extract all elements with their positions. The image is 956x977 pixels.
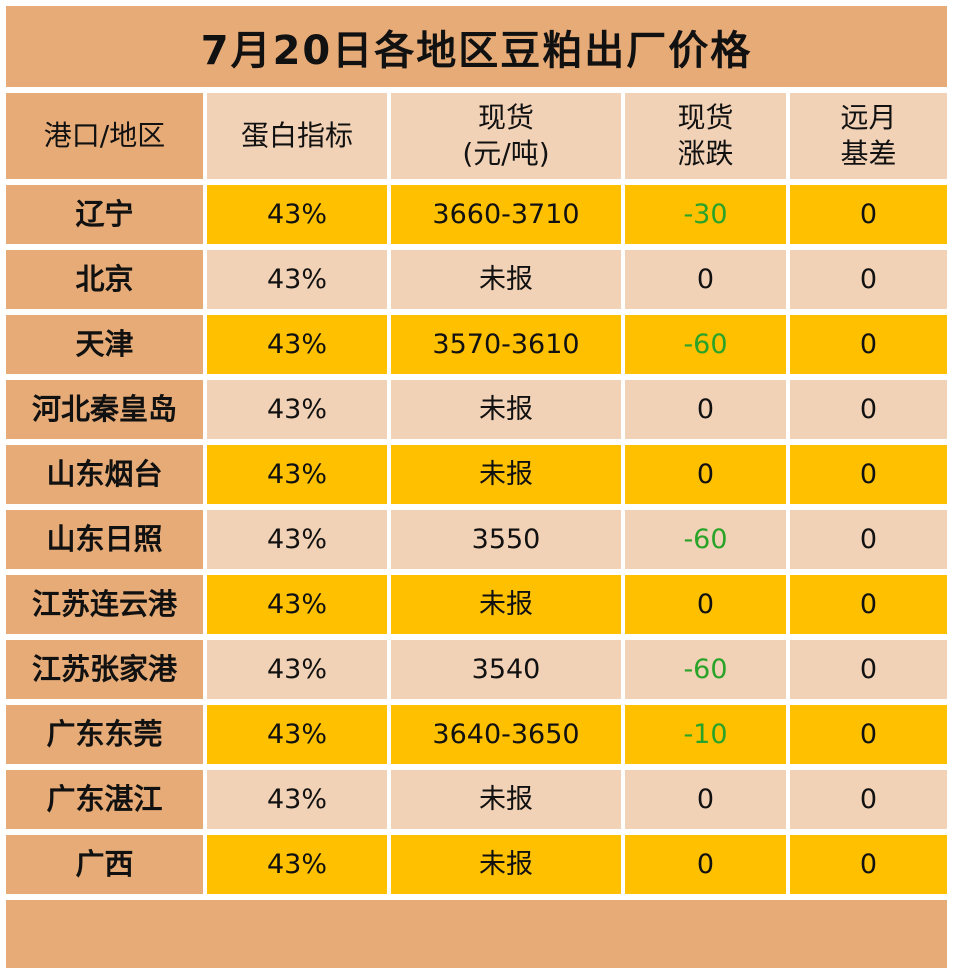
header-region: 港口/地区 xyxy=(6,93,203,179)
basis-cell: 0 xyxy=(790,445,947,504)
spot-change-cell: 0 xyxy=(625,445,786,504)
spot-price-cell: 未报 xyxy=(391,575,621,634)
protein-cell: 43% xyxy=(207,640,387,699)
region-cell: 河北秦皇岛 xyxy=(6,380,203,439)
basis-cell: 0 xyxy=(790,185,947,244)
basis-cell: 0 xyxy=(790,640,947,699)
price-table: 7月20日各地区豆粕出厂价格 港口/地区 蛋白指标 现货 (元/吨) 现货 涨跌… xyxy=(6,6,947,968)
spot-change-cell: -60 xyxy=(625,640,786,699)
protein-cell: 43% xyxy=(207,250,387,309)
spot-price-cell: 未报 xyxy=(391,250,621,309)
spot-change-cell: -60 xyxy=(625,315,786,374)
protein-cell: 43% xyxy=(207,510,387,569)
region-cell: 北京 xyxy=(6,250,203,309)
spot-change-cell: 0 xyxy=(625,250,786,309)
protein-cell: 43% xyxy=(207,835,387,894)
region-cell: 江苏张家港 xyxy=(6,640,203,699)
header-change-line2: 涨跌 xyxy=(677,137,734,170)
spot-change-cell: -60 xyxy=(625,510,786,569)
spot-price-cell: 3540 xyxy=(391,640,621,699)
basis-cell: 0 xyxy=(790,835,947,894)
protein-cell: 43% xyxy=(207,575,387,634)
spot-change-cell: 0 xyxy=(625,770,786,829)
basis-cell: 0 xyxy=(790,510,947,569)
spot-price-cell: 3660-3710 xyxy=(391,185,621,244)
protein-cell: 43% xyxy=(207,380,387,439)
region-cell: 广东湛江 xyxy=(6,770,203,829)
spot-price-cell: 3570-3610 xyxy=(391,315,621,374)
spot-price-cell: 3550 xyxy=(391,510,621,569)
header-spot-line1: 现货 xyxy=(477,100,534,134)
header-basis-line1: 远月 xyxy=(840,100,897,134)
spot-price-cell: 未报 xyxy=(391,380,621,439)
basis-cell: 0 xyxy=(790,380,947,439)
region-cell: 山东日照 xyxy=(6,510,203,569)
basis-cell: 0 xyxy=(790,705,947,764)
protein-cell: 43% xyxy=(207,445,387,504)
basis-cell: 0 xyxy=(790,250,947,309)
region-cell: 天津 xyxy=(6,315,203,374)
spot-change-cell: 0 xyxy=(625,575,786,634)
header-region-label: 港口/地区 xyxy=(43,118,166,152)
spot-change-cell: -30 xyxy=(625,185,786,244)
protein-cell: 43% xyxy=(207,185,387,244)
spot-change-cell: -10 xyxy=(625,705,786,764)
basis-cell: 0 xyxy=(790,575,947,634)
region-cell: 广西 xyxy=(6,835,203,894)
protein-cell: 43% xyxy=(207,315,387,374)
table-title: 7月20日各地区豆粕出厂价格 xyxy=(6,6,947,87)
header-spot-line2: (元/吨) xyxy=(462,137,550,170)
header-basis: 远月 基差 xyxy=(790,93,947,179)
protein-cell: 43% xyxy=(207,770,387,829)
spot-change-cell: 0 xyxy=(625,835,786,894)
header-basis-line2: 基差 xyxy=(840,137,897,170)
basis-cell: 0 xyxy=(790,315,947,374)
header-change-line1: 现货 xyxy=(677,100,734,134)
spot-price-cell: 未报 xyxy=(391,835,621,894)
region-cell: 辽宁 xyxy=(6,185,203,244)
header-spot: 现货 (元/吨) xyxy=(391,93,621,179)
header-protein-label: 蛋白指标 xyxy=(240,118,353,152)
protein-cell: 43% xyxy=(207,705,387,764)
table-footer xyxy=(6,900,947,968)
region-cell: 山东烟台 xyxy=(6,445,203,504)
spot-price-cell: 3640-3650 xyxy=(391,705,621,764)
basis-cell: 0 xyxy=(790,770,947,829)
header-change: 现货 涨跌 xyxy=(625,93,786,179)
region-cell: 江苏连云港 xyxy=(6,575,203,634)
spot-change-cell: 0 xyxy=(625,380,786,439)
region-cell: 广东东莞 xyxy=(6,705,203,764)
header-protein: 蛋白指标 xyxy=(207,93,387,179)
spot-price-cell: 未报 xyxy=(391,770,621,829)
spot-price-cell: 未报 xyxy=(391,445,621,504)
